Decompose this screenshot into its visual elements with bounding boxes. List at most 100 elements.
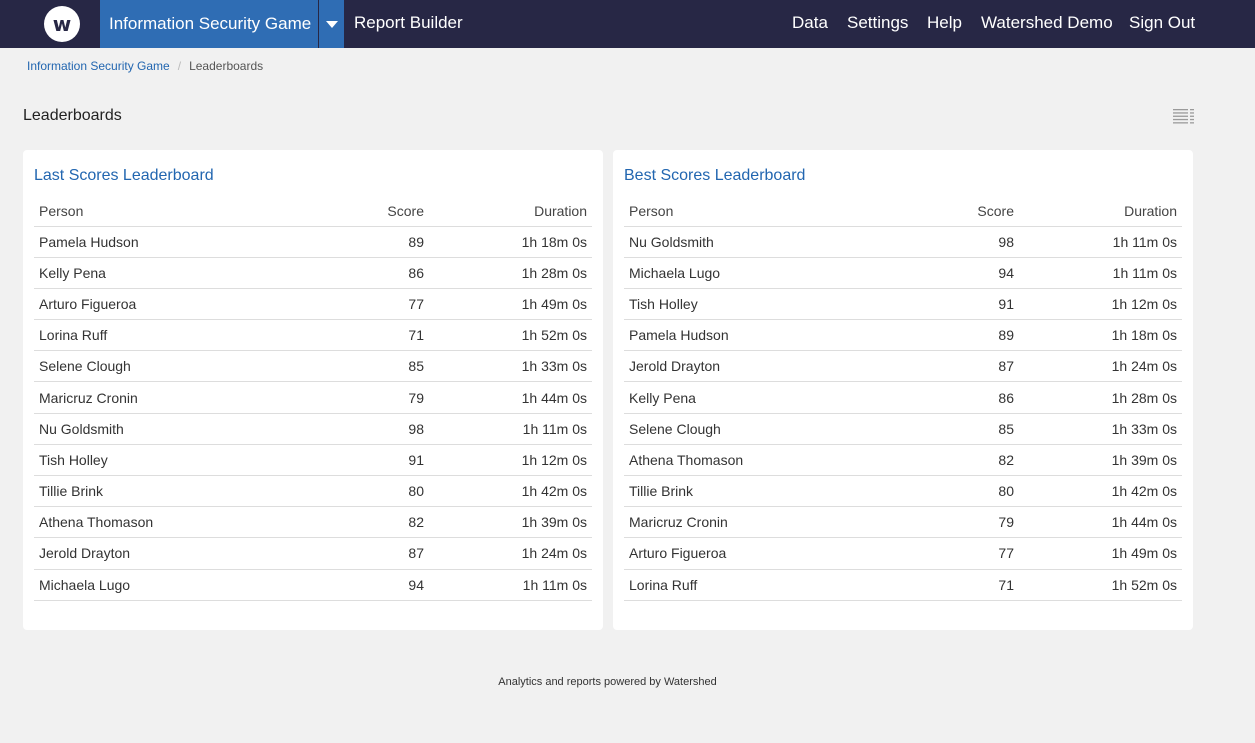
watershed-logo-icon[interactable]: w [44,6,80,42]
table-row: Michaela Lugo 94 1h 11m 0s [624,257,1182,289]
score-cell: 89 [944,319,1019,352]
person-cell: Athena Thomason [34,506,354,539]
best-scores-leaderboard-title[interactable]: Best Scores Leaderboard [624,167,806,184]
score-cell: 86 [944,381,1019,414]
duration-cell: 1h 39m 0s [1019,444,1182,477]
breadcrumb-current: Leaderboards [189,59,264,73]
score-cell: 85 [944,413,1019,445]
column-header-score[interactable]: Score [354,196,429,227]
table-row: Lorina Ruff 71 1h 52m 0s [34,319,592,352]
last-scores-table: Person Score Duration Pamela Hudson 89 1h … [34,196,592,601]
last-scores-leaderboard-panel: Last Scores Leaderboard Person Score Dur… [23,150,603,630]
duration-cell: 1h 42m 0s [1019,475,1182,508]
score-cell: 77 [354,288,429,321]
duration-cell: 1h 11m 0s [429,569,592,601]
score-cell: 94 [354,569,429,601]
table-row: Pamela Hudson 89 1h 18m 0s [624,319,1182,352]
person-cell: Tillie Brink [624,475,944,508]
duration-cell: 1h 18m 0s [429,226,592,258]
duration-cell: 1h 12m 0s [1019,288,1182,321]
page-title: Leaderboards [23,107,122,124]
caret-down-icon[interactable] [319,0,344,48]
breadcrumb-link-information-security-game[interactable]: Information Security Game [27,59,170,73]
score-cell: 82 [354,506,429,539]
table-row: Lorina Ruff 71 1h 52m 0s [624,569,1182,601]
best-scores-table: Person Score Duration Nu Goldsmith 98 1h 1… [624,196,1182,601]
duration-cell: 1h 52m 0s [429,319,592,352]
table-header-row: Person Score Duration [34,196,592,227]
duration-cell: 1h 44m 0s [429,381,592,414]
person-cell: Tish Holley [624,288,944,321]
list-view-icon[interactable] [1173,108,1195,126]
last-scores-leaderboard-title[interactable]: Last Scores Leaderboard [34,167,214,184]
nav-item-information-security-game[interactable]: Information Security Game [100,0,318,48]
duration-cell: 1h 28m 0s [1019,381,1182,414]
table-row: Selene Clough 85 1h 33m 0s [624,413,1182,445]
table-row: Maricruz Cronin 79 1h 44m 0s [624,506,1182,539]
person-cell: Jerold Drayton [624,350,944,383]
score-cell: 94 [944,257,1019,289]
column-header-person[interactable]: Person [624,196,944,227]
score-cell: 89 [354,226,429,258]
table-row: Jerold Drayton 87 1h 24m 0s [624,350,1182,383]
duration-cell: 1h 11m 0s [429,413,592,445]
table-row: Pamela Hudson 89 1h 18m 0s [34,226,592,258]
column-header-person[interactable]: Person [34,196,354,227]
person-cell: Nu Goldsmith [34,413,354,445]
nav-item-watershed-demo[interactable]: Watershed Demo [981,13,1113,32]
person-cell: Jerold Drayton [34,537,354,570]
person-cell: Nu Goldsmith [624,226,944,258]
duration-cell: 1h 12m 0s [429,444,592,477]
score-cell: 82 [944,444,1019,477]
person-cell: Selene Clough [34,350,354,383]
score-cell: 98 [354,413,429,445]
duration-cell: 1h 49m 0s [1019,537,1182,570]
table-row: Jerold Drayton 87 1h 24m 0s [34,537,592,570]
person-cell: Lorina Ruff [624,569,944,601]
person-cell: Pamela Hudson [34,226,354,258]
nav-item-settings[interactable]: Settings [847,13,909,32]
score-cell: 87 [944,350,1019,383]
person-cell: Arturo Figueroa [34,288,354,321]
best-scores-leaderboard-panel: Best Scores Leaderboard Person Score Dur… [613,150,1193,630]
duration-cell: 1h 39m 0s [429,506,592,539]
table-row: Tillie Brink 80 1h 42m 0s [34,475,592,508]
duration-cell: 1h 33m 0s [429,350,592,383]
table-row: Arturo Figueroa 77 1h 49m 0s [624,537,1182,570]
person-cell: Tish Holley [34,444,354,477]
table-row: Kelly Pena 86 1h 28m 0s [34,257,592,289]
duration-cell: 1h 44m 0s [1019,506,1182,539]
score-cell: 91 [944,288,1019,321]
score-cell: 86 [354,257,429,289]
person-cell: Selene Clough [624,413,944,445]
logo-letter: w [52,12,72,36]
duration-cell: 1h 18m 0s [1019,319,1182,352]
nav-item-data[interactable]: Data [792,13,828,32]
duration-cell: 1h 49m 0s [429,288,592,321]
top-navigation-bar: w Information Security Game Report Build… [0,0,1255,48]
score-cell: 87 [354,537,429,570]
table-row: Tillie Brink 80 1h 42m 0s [624,475,1182,508]
score-cell: 79 [354,381,429,414]
score-cell: 71 [354,319,429,352]
table-row: Selene Clough 85 1h 33m 0s [34,350,592,383]
person-cell: Athena Thomason [624,444,944,477]
column-header-duration[interactable]: Duration [1019,196,1182,227]
person-cell: Kelly Pena [624,381,944,414]
table-row: Kelly Pena 86 1h 28m 0s [624,381,1182,414]
person-cell: Lorina Ruff [34,319,354,352]
column-header-duration[interactable]: Duration [429,196,592,227]
person-cell: Tillie Brink [34,475,354,508]
nav-item-report-builder[interactable]: Report Builder [354,13,463,32]
table-row: Athena Thomason 82 1h 39m 0s [34,506,592,539]
person-cell: Maricruz Cronin [624,506,944,539]
column-header-score[interactable]: Score [944,196,1019,227]
table-header-row: Person Score Duration [624,196,1182,227]
score-cell: 80 [944,475,1019,508]
table-row: Nu Goldsmith 98 1h 11m 0s [34,413,592,445]
nav-item-help[interactable]: Help [927,13,962,32]
score-cell: 79 [944,506,1019,539]
nav-item-sign-out[interactable]: Sign Out [1129,13,1196,32]
score-cell: 91 [354,444,429,477]
table-row: Nu Goldsmith 98 1h 11m 0s [624,226,1182,258]
